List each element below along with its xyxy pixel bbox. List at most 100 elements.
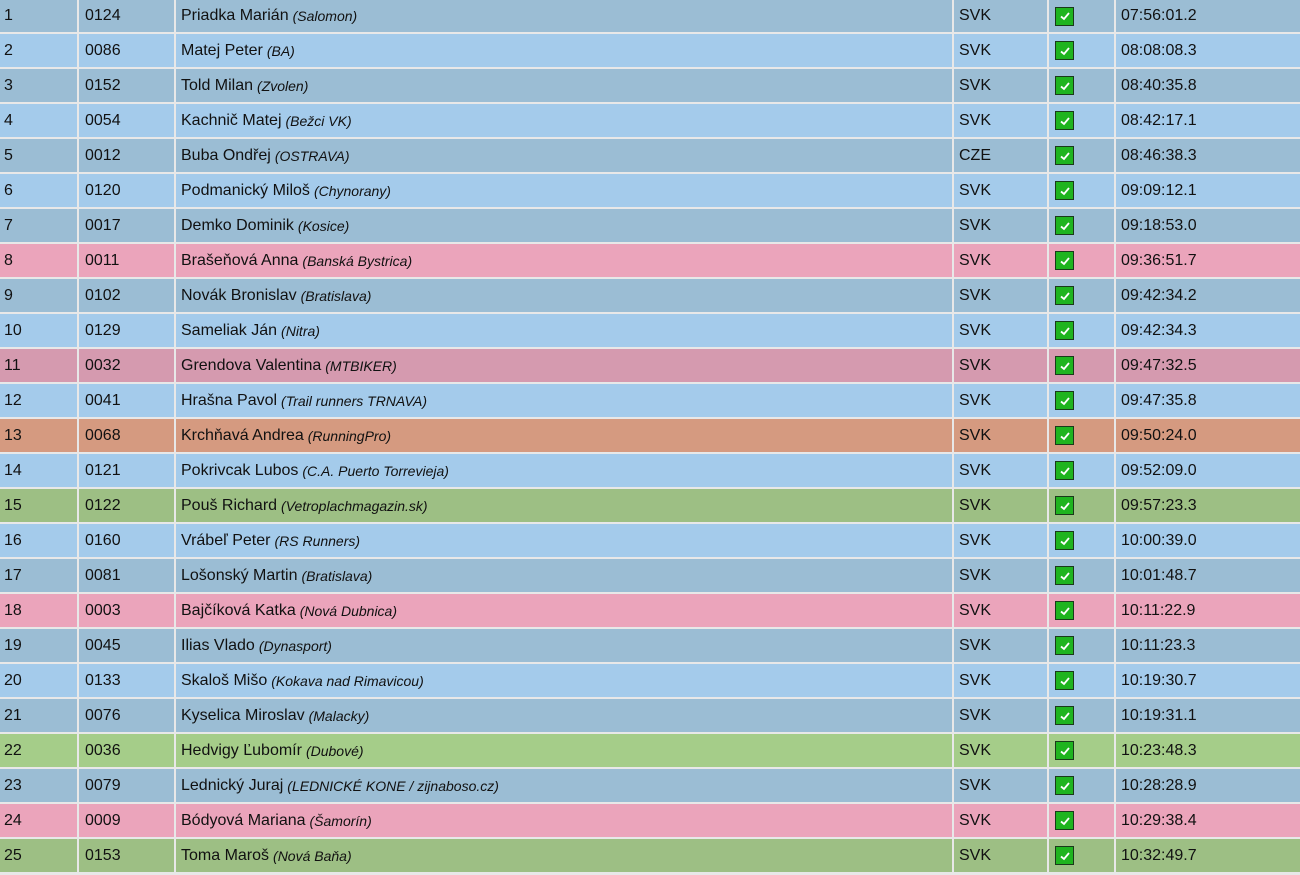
checkmark-icon	[1055, 391, 1074, 410]
table-row[interactable]: 2 0086 Matej Peter (BA) SVK 08:08:08.3	[0, 34, 1300, 67]
table-row[interactable]: 25 0153 Toma Maroš (Nová Baňa) SVK 10:32:49.7	[0, 839, 1300, 872]
runner-name: Hrašna Pavol	[181, 391, 278, 409]
table-row[interactable]: 15 0122 Pouš Richard (Vetroplachmagazin.sk)…	[0, 489, 1300, 522]
table-row[interactable]: 6 0120 Podmanický Miloš (Chynorany) SVK 09:09…	[0, 174, 1300, 207]
bib-cell: 0054	[79, 104, 174, 137]
runner-club: (RS Runners)	[274, 532, 361, 549]
rank-cell: 18	[0, 594, 77, 627]
status-cell	[1049, 314, 1114, 347]
status-cell	[1049, 804, 1114, 837]
name-cell: Brašeňová Anna (Banská Bystrica)	[176, 244, 952, 277]
country-cell: CZE	[954, 139, 1047, 172]
country-cell: SVK	[954, 629, 1047, 662]
rank-cell: 13	[0, 419, 77, 452]
table-row[interactable]: 13 0068 Krchňavá Andrea (RunningPro) SVK 09:5…	[0, 419, 1300, 452]
time-cell: 08:08:08.3	[1116, 34, 1300, 67]
bib-cell: 0068	[79, 419, 174, 452]
checkmark-icon	[1055, 41, 1074, 60]
country-cell: SVK	[954, 69, 1047, 102]
table-row[interactable]: 1 0124 Priadka Marián (Salomon) SVK 07:56:01.…	[0, 0, 1300, 32]
table-row[interactable]: 14 0121 Pokrivcak Lubos (C.A. Puerto Torrev…	[0, 454, 1300, 487]
runner-name: Lošonský Martin	[181, 566, 298, 584]
table-row[interactable]: 12 0041 Hrašna Pavol (Trail runners TRNAVA)…	[0, 384, 1300, 417]
table-row[interactable]: 23 0079 Lednický Juraj (LEDNICKÉ KONE / zij…	[0, 769, 1300, 802]
country-cell: SVK	[954, 559, 1047, 592]
runner-name: Matej Peter	[181, 41, 263, 59]
time-cell: 08:40:35.8	[1116, 69, 1300, 102]
runner-club: (Kosice)	[297, 217, 350, 234]
rank-cell: 19	[0, 629, 77, 662]
bib-cell: 0152	[79, 69, 174, 102]
rank-cell: 5	[0, 139, 77, 172]
checkmark-icon	[1055, 6, 1074, 26]
table-row[interactable]: 10 0129 Sameliak Ján (Nitra) SVK 09:42:34.3	[0, 314, 1300, 347]
runner-club: (Šamorín)	[309, 812, 372, 829]
country-cell: SVK	[954, 769, 1047, 802]
checkmark-icon	[1055, 846, 1074, 865]
country-cell: SVK	[954, 174, 1047, 207]
country-cell: SVK	[954, 314, 1047, 347]
rank-cell: 11	[0, 349, 77, 382]
bib-cell: 0160	[79, 524, 174, 557]
table-row[interactable]: 20 0133 Skaloš Mišo (Kokava nad Rimavicou) S…	[0, 664, 1300, 697]
time-cell: 09:09:12.1	[1116, 174, 1300, 207]
table-row[interactable]: 22 0036 Hedvigy Ľubomír (Dubové) SVK 10:23:48…	[0, 734, 1300, 767]
bib-cell: 0003	[79, 594, 174, 627]
runner-club: (Chynorany)	[313, 182, 391, 199]
table-row[interactable]: 24 0009 Bódyová Mariana (Šamorín) SVK 10:29:3…	[0, 804, 1300, 837]
name-cell: Matej Peter (BA)	[176, 34, 952, 67]
runner-club: (Banská Bystrica)	[302, 252, 413, 269]
table-row[interactable]: 3 0152 Told Milan (Zvolen) SVK 08:40:35.8	[0, 69, 1300, 102]
table-row[interactable]: 9 0102 Novák Bronislav (Bratislava) SVK 09:42…	[0, 279, 1300, 312]
country-cell: SVK	[954, 419, 1047, 452]
bib-cell: 0036	[79, 734, 174, 767]
time-cell: 09:52:09.0	[1116, 454, 1300, 487]
checkmark-icon	[1055, 496, 1074, 515]
time-cell: 09:42:34.3	[1116, 314, 1300, 347]
name-cell: Vrábeľ Peter (RS Runners)	[176, 524, 952, 557]
runner-name: Pokrivcak Lubos	[181, 461, 299, 479]
table-row[interactable]: 7 0017 Demko Dominik (Kosice) SVK 09:18:53.0	[0, 209, 1300, 242]
table-row[interactable]: 16 0160 Vrábeľ Peter (RS Runners) SVK 10:00:3…	[0, 524, 1300, 557]
country-cell: SVK	[954, 489, 1047, 522]
rank-cell: 16	[0, 524, 77, 557]
status-cell	[1049, 734, 1114, 767]
rank-cell: 9	[0, 279, 77, 312]
bib-cell: 0081	[79, 559, 174, 592]
table-row[interactable]: 21 0076 Kyselica Miroslav (Malacky) SVK 10:19…	[0, 699, 1300, 732]
rank-cell: 2	[0, 34, 77, 67]
runner-club: (Dubové)	[305, 742, 364, 759]
runner-name: Sameliak Ján	[181, 321, 278, 339]
status-cell	[1049, 559, 1114, 592]
country-cell: SVK	[954, 104, 1047, 137]
runner-club: (BA)	[266, 42, 295, 59]
country-cell: SVK	[954, 734, 1047, 767]
table-row[interactable]: 17 0081 Lošonský Martin (Bratislava) SVK 10:0…	[0, 559, 1300, 592]
table-row[interactable]: 11 0032 Grendova Valentina (MTBIKER) SVK 09:4…	[0, 349, 1300, 382]
checkmark-icon	[1055, 286, 1074, 305]
runner-club: (Kokava nad Rimavicou)	[271, 672, 424, 689]
name-cell: Ilias Vlado (Dynasport)	[176, 629, 952, 662]
rank-cell: 10	[0, 314, 77, 347]
rank-cell: 22	[0, 734, 77, 767]
table-row[interactable]: 4 0054 Kachnič Matej (Bežci VK) SVK 08:42:17.…	[0, 104, 1300, 137]
table-row[interactable]: 8 0011 Brašeňová Anna (Banská Bystrica) SVK 0…	[0, 244, 1300, 277]
country-cell: SVK	[954, 524, 1047, 557]
runner-name: Skaloš Mišo	[181, 671, 268, 689]
rank-cell: 23	[0, 769, 77, 802]
time-cell: 10:32:49.7	[1116, 839, 1300, 872]
country-cell: SVK	[954, 664, 1047, 697]
status-cell	[1049, 104, 1114, 137]
table-row[interactable]: 5 0012 Buba Ondřej (OSTRAVA) CZE 08:46:38.3	[0, 139, 1300, 172]
name-cell: Kachnič Matej (Bežci VK)	[176, 104, 952, 137]
name-cell: Buba Ondřej (OSTRAVA)	[176, 139, 952, 172]
time-cell: 07:56:01.2	[1116, 0, 1300, 32]
runner-name: Kyselica Miroslav	[181, 706, 305, 724]
table-row[interactable]: 18 0003 Bajčíková Katka (Nová Dubnica) SVK 10…	[0, 594, 1300, 627]
bib-cell: 0009	[79, 804, 174, 837]
bib-cell: 0032	[79, 349, 174, 382]
table-row[interactable]: 19 0045 Ilias Vlado (Dynasport) SVK 10:11:23.…	[0, 629, 1300, 662]
name-cell: Bajčíková Katka (Nová Dubnica)	[176, 594, 952, 627]
runner-club: (MTBIKER)	[325, 357, 397, 374]
runner-name: Bódyová Mariana	[181, 811, 306, 829]
